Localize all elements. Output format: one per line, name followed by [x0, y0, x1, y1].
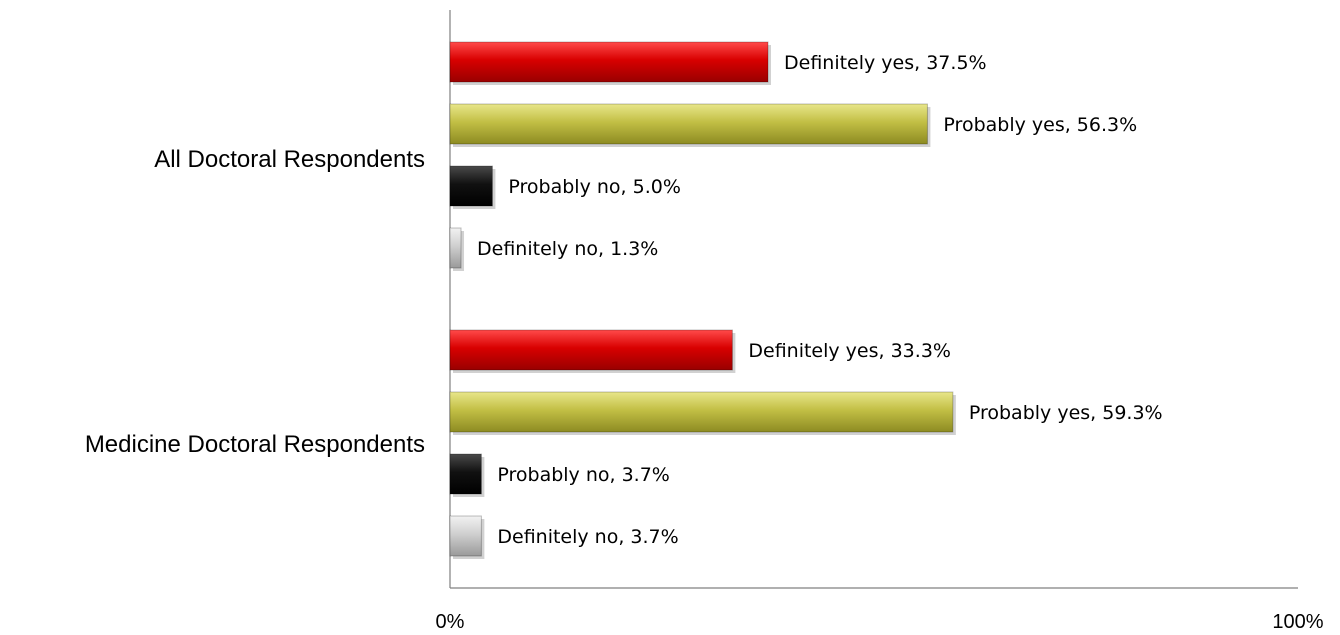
data-labels-group: Definitely yes, 37.5% Probably yes, 56.3%… [477, 52, 1163, 548]
category-label-all-doctoral: All Doctoral Respondents [154, 146, 425, 173]
bar-all-definitely-yes [449, 41, 769, 83]
x-tick-label-0: 0% [436, 611, 465, 633]
data-label-all-definitely-no: Definitely no, 1.3% [477, 238, 658, 260]
data-label-all-probably-yes: Probably yes, 56.3% [943, 114, 1137, 136]
x-tick-label-100: 100% [1272, 611, 1323, 633]
data-label-all-definitely-yes: Definitely yes, 37.5% [784, 52, 987, 74]
bar-all-definitely-no [449, 227, 462, 269]
bar-medicine-definitely-yes [449, 329, 733, 371]
data-label-medicine-probably-yes: Probably yes, 59.3% [969, 402, 1163, 424]
bar-all-probably-no [449, 165, 493, 207]
bars-group [449, 41, 956, 559]
category-label-medicine-doctoral: Medicine Doctoral Respondents [85, 431, 425, 458]
bar-medicine-definitely-no [449, 515, 482, 557]
bar-medicine-probably-no [449, 453, 482, 495]
data-label-medicine-definitely-no: Definitely no, 3.7% [497, 526, 678, 548]
data-label-medicine-definitely-yes: Definitely yes, 33.3% [748, 340, 951, 362]
data-label-all-probably-no: Probably no, 5.0% [508, 176, 680, 198]
bar-all-probably-yes [449, 103, 928, 145]
bar-medicine-probably-yes [449, 391, 954, 433]
data-label-medicine-probably-no: Probably no, 3.7% [497, 464, 669, 486]
